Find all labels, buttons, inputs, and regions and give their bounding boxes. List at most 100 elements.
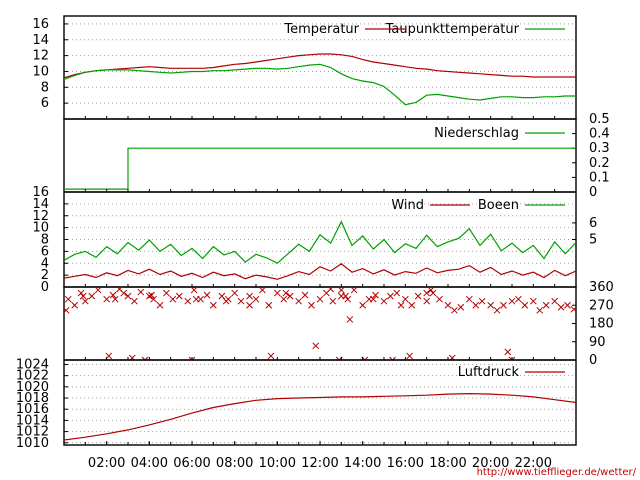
point-wind_direction-69 bbox=[542, 301, 550, 309]
point-wind_direction-89 bbox=[427, 287, 435, 294]
ytick-label-left-pressure-0: 1010 bbox=[16, 436, 49, 451]
ytick-label-right-precipitation-5: 0.5 bbox=[589, 112, 610, 127]
point-wind_direction-83 bbox=[327, 287, 335, 293]
point-wind_direction-86 bbox=[369, 295, 377, 303]
xtick-label-6: 14:00 bbox=[344, 456, 381, 471]
xtick-label-3: 08:00 bbox=[216, 456, 253, 471]
ytick-label-left-pressure-7: 1024 bbox=[16, 357, 49, 372]
point-wind_direction-76 bbox=[111, 295, 119, 303]
point-wind_direction-90 bbox=[141, 356, 149, 360]
ytick-label-right-wind-1: 6 bbox=[589, 216, 597, 231]
point-wind_direction-74 bbox=[64, 306, 70, 314]
ytick-label-right-wind_direction-0: 0 bbox=[589, 353, 597, 368]
ytick-label-left-temperature-3: 12 bbox=[32, 49, 49, 64]
point-wind_direction-58 bbox=[465, 295, 473, 303]
point-wind_direction-19 bbox=[190, 287, 198, 294]
point-wind_direction-42 bbox=[350, 287, 358, 294]
point-wind_direction-64 bbox=[508, 297, 516, 305]
point-wind_direction-35 bbox=[301, 291, 309, 299]
point-wind_direction-46 bbox=[380, 297, 388, 305]
point-wind_direction-82 bbox=[282, 289, 290, 297]
xtick-label-1: 04:00 bbox=[131, 456, 168, 471]
point-wind_direction-48 bbox=[393, 289, 401, 297]
point-wind_direction-98 bbox=[267, 352, 275, 360]
point-wind_direction-62 bbox=[493, 306, 501, 314]
point-wind_direction-45 bbox=[372, 291, 379, 299]
point-wind_direction-94 bbox=[508, 356, 516, 360]
series-line-precipitation-0 bbox=[64, 147, 576, 190]
point-wind_direction-77 bbox=[120, 289, 128, 297]
point-wind_direction-28 bbox=[252, 295, 260, 303]
point-wind_direction-37 bbox=[316, 295, 324, 303]
point-wind_direction-33 bbox=[286, 292, 294, 300]
point-wind_direction-3 bbox=[81, 297, 89, 305]
point-wind_direction-87 bbox=[397, 301, 405, 309]
point-wind_direction-26 bbox=[237, 297, 245, 305]
series-wind_direction-0 bbox=[64, 287, 576, 360]
ytick-label-left-pressure-1: 1012 bbox=[16, 425, 49, 440]
point-wind_direction-27 bbox=[246, 292, 253, 300]
point-wind_direction-39 bbox=[329, 297, 337, 305]
ytick-label-left-pressure-4: 1018 bbox=[16, 391, 49, 406]
point-wind_direction-34 bbox=[295, 297, 303, 305]
xtick-label-0: 02:00 bbox=[88, 456, 125, 471]
ytick-label-left-wind-6: 12 bbox=[32, 209, 49, 224]
xtick-label-4: 10:00 bbox=[259, 456, 296, 471]
ytick-label-right-wind-0: 5 bbox=[589, 233, 597, 248]
ytick-label-right-precipitation-3: 0.3 bbox=[589, 141, 610, 156]
point-wind_direction-12 bbox=[145, 292, 153, 300]
point-wind_direction-21 bbox=[203, 291, 211, 299]
point-wind_direction-47 bbox=[387, 292, 394, 300]
ytick-label-left-wind-2: 4 bbox=[41, 256, 49, 271]
point-wind_direction-59 bbox=[472, 301, 480, 309]
ytick-label-left-temperature-4: 14 bbox=[32, 33, 49, 48]
ytick-label-left-wind-7: 14 bbox=[32, 197, 49, 212]
point-wind_direction-66 bbox=[521, 301, 529, 309]
ytick-label-left-pressure-6: 1022 bbox=[16, 369, 49, 384]
legend-label-pressure-0: Luftdruck bbox=[458, 365, 520, 380]
point-wind_direction-70 bbox=[551, 297, 559, 305]
point-wind_direction-4 bbox=[88, 292, 96, 300]
xtick-label-8: 18:00 bbox=[429, 456, 466, 471]
xtick-label-5: 12:00 bbox=[301, 456, 338, 471]
point-wind_direction-85 bbox=[342, 292, 349, 300]
point-wind_direction-50 bbox=[408, 301, 416, 309]
point-wind_direction-31 bbox=[273, 289, 281, 297]
point-wind_direction-99 bbox=[312, 342, 320, 350]
footer-url[interactable]: http://www.tiefflieger.de/wetter/ bbox=[477, 467, 637, 478]
point-wind_direction-51 bbox=[414, 292, 422, 300]
ytick-label-left-wind-1: 2 bbox=[41, 268, 49, 283]
ytick-label-left-temperature-0: 6 bbox=[41, 96, 49, 111]
ytick-label-left-pressure-5: 1020 bbox=[16, 380, 49, 395]
ytick-label-right-precipitation-4: 0.4 bbox=[589, 127, 610, 142]
ytick-label-right-wind_direction-2: 180 bbox=[589, 317, 614, 332]
legend-label-wind-0: Wind bbox=[391, 198, 424, 213]
point-wind_direction-17 bbox=[175, 292, 183, 300]
point-wind_direction-65 bbox=[515, 295, 522, 303]
ytick-label-left-temperature-2: 10 bbox=[32, 64, 49, 79]
point-wind_direction-41 bbox=[344, 295, 352, 303]
series-line-pressure-0 bbox=[64, 392, 576, 441]
point-wind_direction-29 bbox=[259, 287, 266, 294]
ytick-label-right-precipitation-1: 0.1 bbox=[589, 170, 610, 185]
point-wind_direction-101 bbox=[406, 352, 413, 360]
point-wind_direction-55 bbox=[444, 301, 452, 309]
point-wind_direction-61 bbox=[487, 301, 495, 309]
point-wind_direction-6 bbox=[103, 295, 111, 303]
legend-label-wind-1: Boeen bbox=[478, 198, 519, 213]
panel-wind_direction: 0 90 180 270 360 bbox=[63, 280, 614, 368]
point-wind_direction-63 bbox=[500, 301, 507, 309]
point-wind_direction-0 bbox=[64, 295, 72, 303]
point-wind_direction-9 bbox=[124, 292, 132, 300]
point-wind_direction-13 bbox=[150, 295, 157, 303]
ytick-label-left-wind-4: 8 bbox=[41, 233, 49, 248]
point-wind_direction-93 bbox=[389, 356, 396, 360]
point-wind_direction-1 bbox=[71, 301, 79, 309]
legend-label-temperature-0: Temperatur bbox=[283, 22, 359, 37]
point-wind_direction-60 bbox=[478, 297, 486, 305]
ytick-label-left-pressure-2: 1014 bbox=[16, 413, 49, 428]
ytick-label-left-wind-3: 6 bbox=[41, 244, 49, 259]
